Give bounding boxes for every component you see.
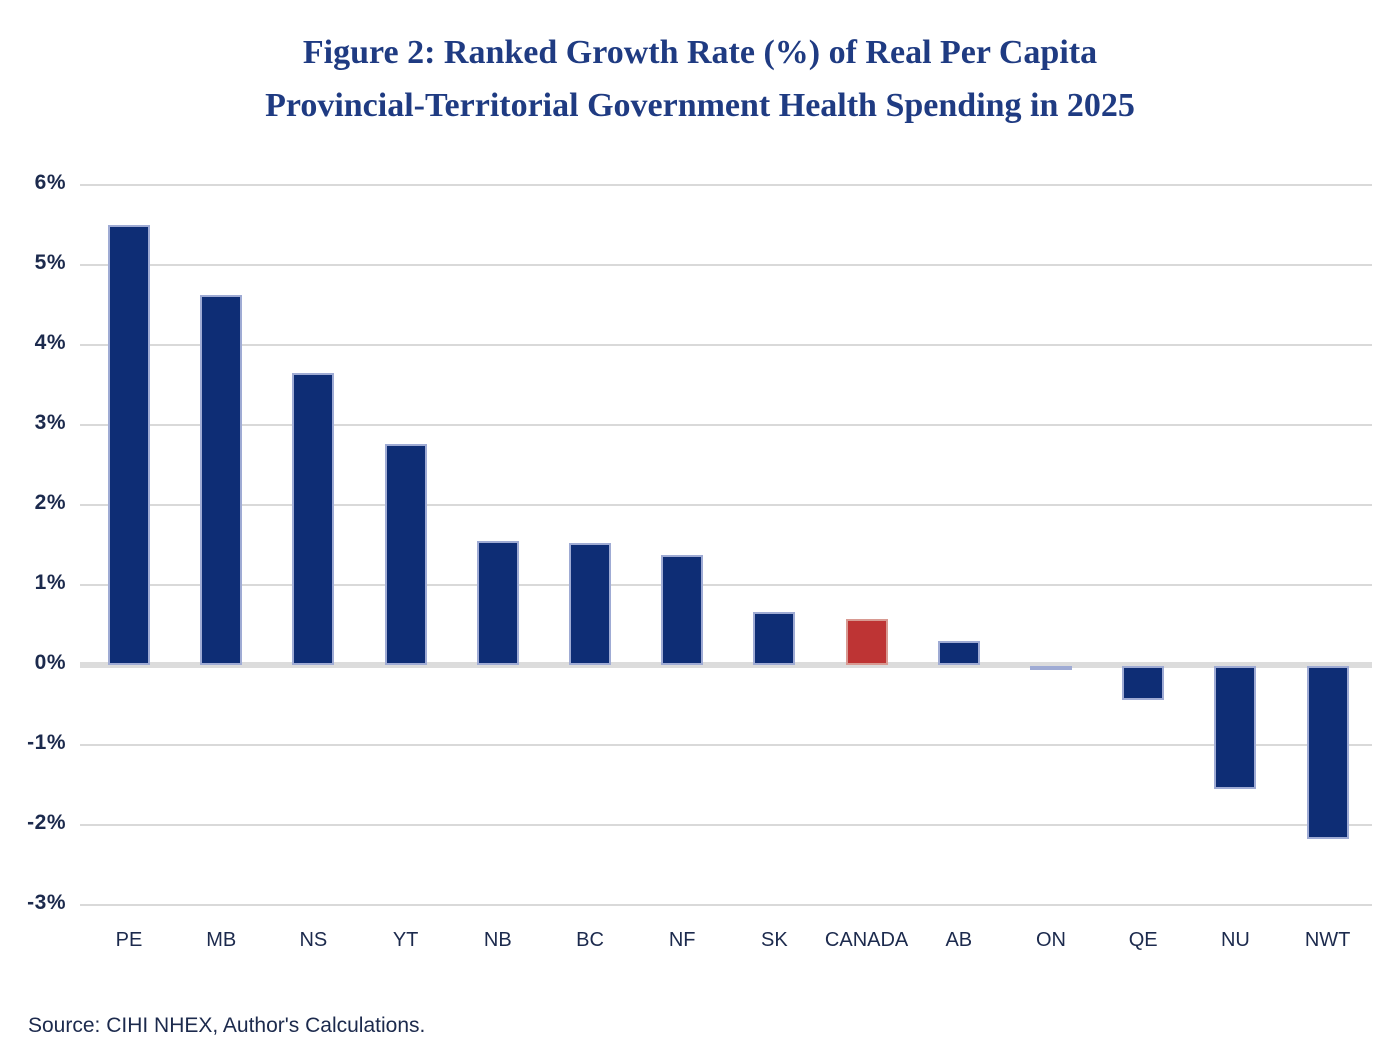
bar-qe xyxy=(1122,666,1165,700)
bar-nb xyxy=(476,540,519,665)
x-tick-label-nf: NF xyxy=(668,929,696,951)
x-tick-label-on: ON xyxy=(1036,929,1066,951)
x-tick-label-nb: NB xyxy=(483,929,512,951)
bar-ab xyxy=(937,640,980,665)
chart-title-line1: Figure 2: Ranked Growth Rate (%) of Real… xyxy=(302,34,1098,71)
x-tick-label-nu: NU xyxy=(1220,929,1250,951)
bar-pe xyxy=(108,224,150,665)
gridline-1% xyxy=(80,583,1372,586)
x-tick-label-bc: BC xyxy=(576,929,604,951)
bar-canada xyxy=(845,619,888,665)
y-tick-label-5%: 5% xyxy=(34,250,66,274)
chart-title-line2: Provincial-Territorial Government Health… xyxy=(265,87,1135,124)
x-tick-label-ab: AB xyxy=(945,929,973,951)
y-tick-label-2%: 2% xyxy=(34,490,66,514)
y-tick-label-3%: 3% xyxy=(34,410,66,434)
bar-bc xyxy=(569,542,611,665)
x-tick-label-pe: PE xyxy=(115,929,143,951)
x-tick-label-nwt: NWT xyxy=(1304,929,1351,951)
y-tick-label-6%: 6% xyxy=(34,170,66,194)
bar-nu xyxy=(1214,666,1257,790)
gridline--3% xyxy=(80,904,1372,907)
x-tick-label-qe: QE xyxy=(1128,929,1158,951)
gridline-6% xyxy=(80,183,1372,186)
gridline-3% xyxy=(80,423,1372,426)
gridline-2% xyxy=(80,503,1372,506)
y-tick-label--2%: -2% xyxy=(27,811,66,835)
x-tick-label-ns: NS xyxy=(299,929,328,951)
gridline--1% xyxy=(80,744,1372,747)
x-tick-label-canada: CANADA xyxy=(824,929,909,951)
x-tick-label-mb: MB xyxy=(206,929,237,951)
y-tick-label-1%: 1% xyxy=(34,570,66,594)
bar-mb xyxy=(200,295,243,665)
bar-yt xyxy=(384,444,427,665)
bar-nwt xyxy=(1306,666,1349,839)
y-tick-label--3%: -3% xyxy=(27,891,66,915)
axis-baseline xyxy=(80,662,1372,668)
bar-on xyxy=(1030,666,1072,670)
gridline-4% xyxy=(80,343,1372,346)
gridline--2% xyxy=(80,824,1372,827)
y-tick-label-4%: 4% xyxy=(34,330,66,354)
bar-nf xyxy=(661,555,704,665)
y-tick-label--1%: -1% xyxy=(27,731,66,755)
y-tick-label-0%: 0% xyxy=(34,651,66,674)
x-tick-label-yt: YT xyxy=(392,929,419,951)
bar-ns xyxy=(292,372,335,665)
gridline-5% xyxy=(80,263,1372,266)
bar-sk xyxy=(753,612,796,665)
x-tick-label-sk: SK xyxy=(761,929,788,951)
source-note: Source: CIHI NHEX, Author's Calculations… xyxy=(28,1014,426,1037)
chart-title: Figure 2: Ranked Growth Rate (%) of Real… xyxy=(0,26,1400,132)
